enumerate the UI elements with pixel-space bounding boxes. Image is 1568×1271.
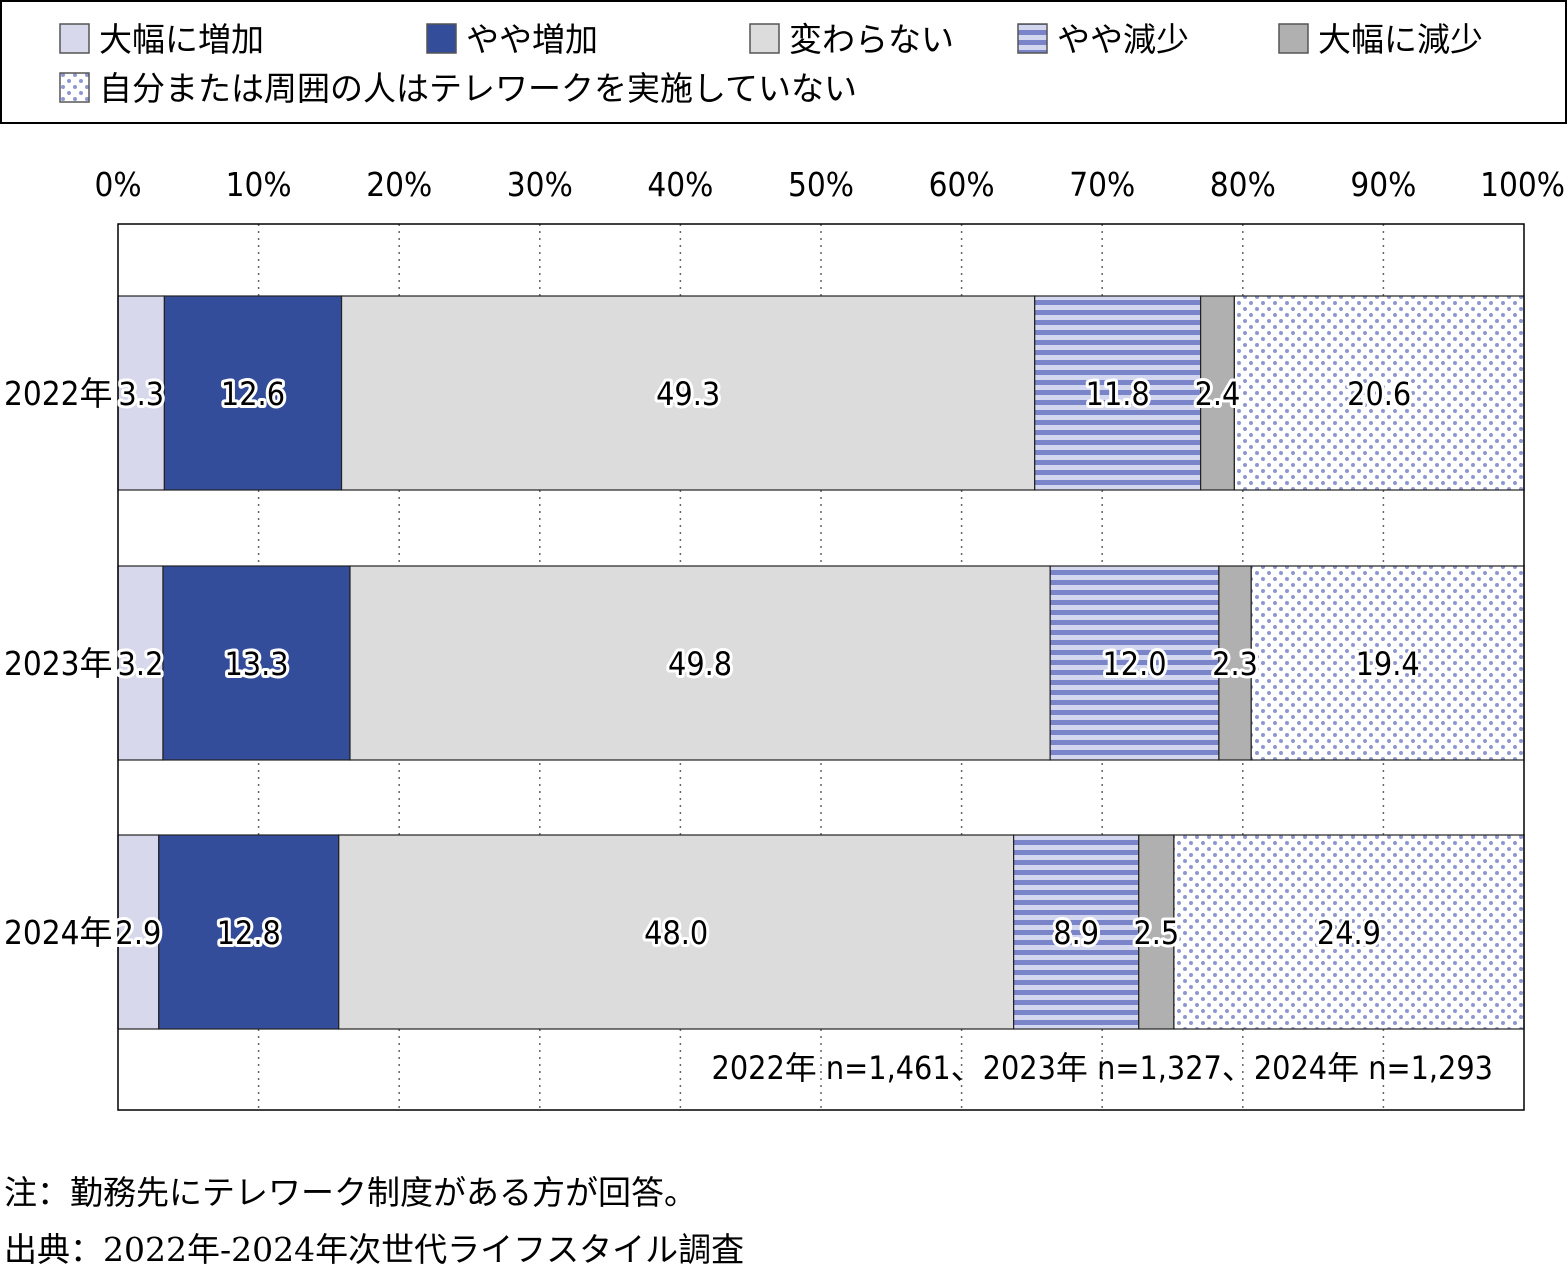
legend-label: 変わらない	[789, 20, 954, 59]
x-tick-label: 40%	[647, 165, 713, 204]
bar-segment	[1138, 834, 1175, 1030]
bar-segment	[340, 295, 1036, 491]
bar-segment	[117, 834, 160, 1030]
x-tick-label: 80%	[1210, 165, 1276, 204]
x-tick-label: 100%	[1480, 165, 1565, 204]
bar-segment	[1049, 565, 1220, 761]
bar-segment	[117, 565, 164, 761]
bar-segment	[1200, 295, 1235, 491]
bars	[117, 223, 1525, 1111]
data-label: 2.9	[116, 914, 162, 952]
x-tick-label: 60%	[929, 165, 995, 204]
legend-swatch	[1278, 23, 1309, 54]
legend-swatch	[59, 72, 90, 103]
x-tick-label: 20%	[366, 165, 432, 204]
bar-segment	[1233, 295, 1525, 491]
data-label: 12.8	[217, 914, 281, 952]
category-label: 2024年	[4, 913, 113, 952]
data-label: 2.4	[1195, 375, 1241, 413]
data-label: 12.0	[1102, 645, 1166, 683]
bar-segment	[1250, 565, 1525, 761]
bar-segment	[1218, 565, 1252, 761]
data-label: 19.4	[1356, 645, 1420, 683]
legend-swatch	[1017, 23, 1048, 54]
chart-note: 注：勤務先にテレワーク制度がある方が回答。	[4, 1173, 697, 1212]
bar-segment	[349, 565, 1051, 761]
bar-segment	[163, 295, 343, 491]
legend-swatch	[426, 23, 457, 54]
plot-frame	[117, 223, 1525, 1111]
x-tick-label: 90%	[1350, 165, 1416, 204]
stacked-bar-chart: 大幅に増加 やや増加 変わらない やや減少 大幅に減少自分または周囲の人はテレワークを実…	[0, 0, 1567, 1111]
legend-swatch	[59, 23, 90, 54]
data-label: 49.3	[656, 375, 720, 413]
legend-box	[0, 0, 1567, 124]
x-tick-label: 70%	[1069, 165, 1135, 204]
legend: 大幅に増加 やや増加 変わらない やや減少 大幅に減少自分または周囲の人はテレワークを実…	[0, 0, 1567, 124]
x-tick-label: 0%	[94, 165, 141, 204]
data-label: 3.2	[118, 645, 164, 683]
data-label: 12.6	[221, 375, 285, 413]
chart-source: 出典：2022年-2024年次世代ライフスタイル調査	[4, 1230, 745, 1269]
x-tick-label: 10%	[226, 165, 292, 204]
data-label: 3.3	[118, 375, 164, 413]
category-label: 2022年	[4, 374, 113, 413]
x-tick-label: 30%	[507, 165, 573, 204]
bar-segment	[1034, 295, 1202, 491]
labels: 3.3 12.6 49.3 11.8 2.4 20.6 2022年 3.2 13.3 49.8 12…	[4, 165, 1565, 1087]
bar-segment	[162, 565, 351, 761]
data-label: 24.9	[1317, 914, 1381, 952]
legend-swatch	[749, 23, 780, 54]
data-label: 8.9	[1053, 914, 1099, 952]
data-label: 20.6	[1347, 375, 1411, 413]
sample-size-note: 2022年 n=1,461、2023年 n=1,327、2024年 n=1,29…	[712, 1049, 1493, 1087]
legend-label: やや増加	[466, 20, 598, 59]
legend-label: 大幅に増加	[99, 20, 264, 59]
data-label: 2.5	[1133, 914, 1179, 952]
category-label: 2023年	[4, 644, 113, 683]
data-label: 49.8	[668, 645, 732, 683]
legend-label: やや減少	[1057, 20, 1189, 59]
bar-segment	[1173, 834, 1525, 1030]
legend-label: 大幅に減少	[1318, 20, 1483, 59]
data-label: 11.8	[1086, 375, 1150, 413]
data-label: 13.3	[224, 645, 288, 683]
data-label: 48.0	[644, 914, 708, 952]
legend-label: 自分または周囲の人はテレワークを実施していない	[99, 69, 857, 108]
bar-segment	[1013, 834, 1140, 1030]
data-label: 2.3	[1212, 645, 1258, 683]
x-tick-label: 50%	[788, 165, 854, 204]
